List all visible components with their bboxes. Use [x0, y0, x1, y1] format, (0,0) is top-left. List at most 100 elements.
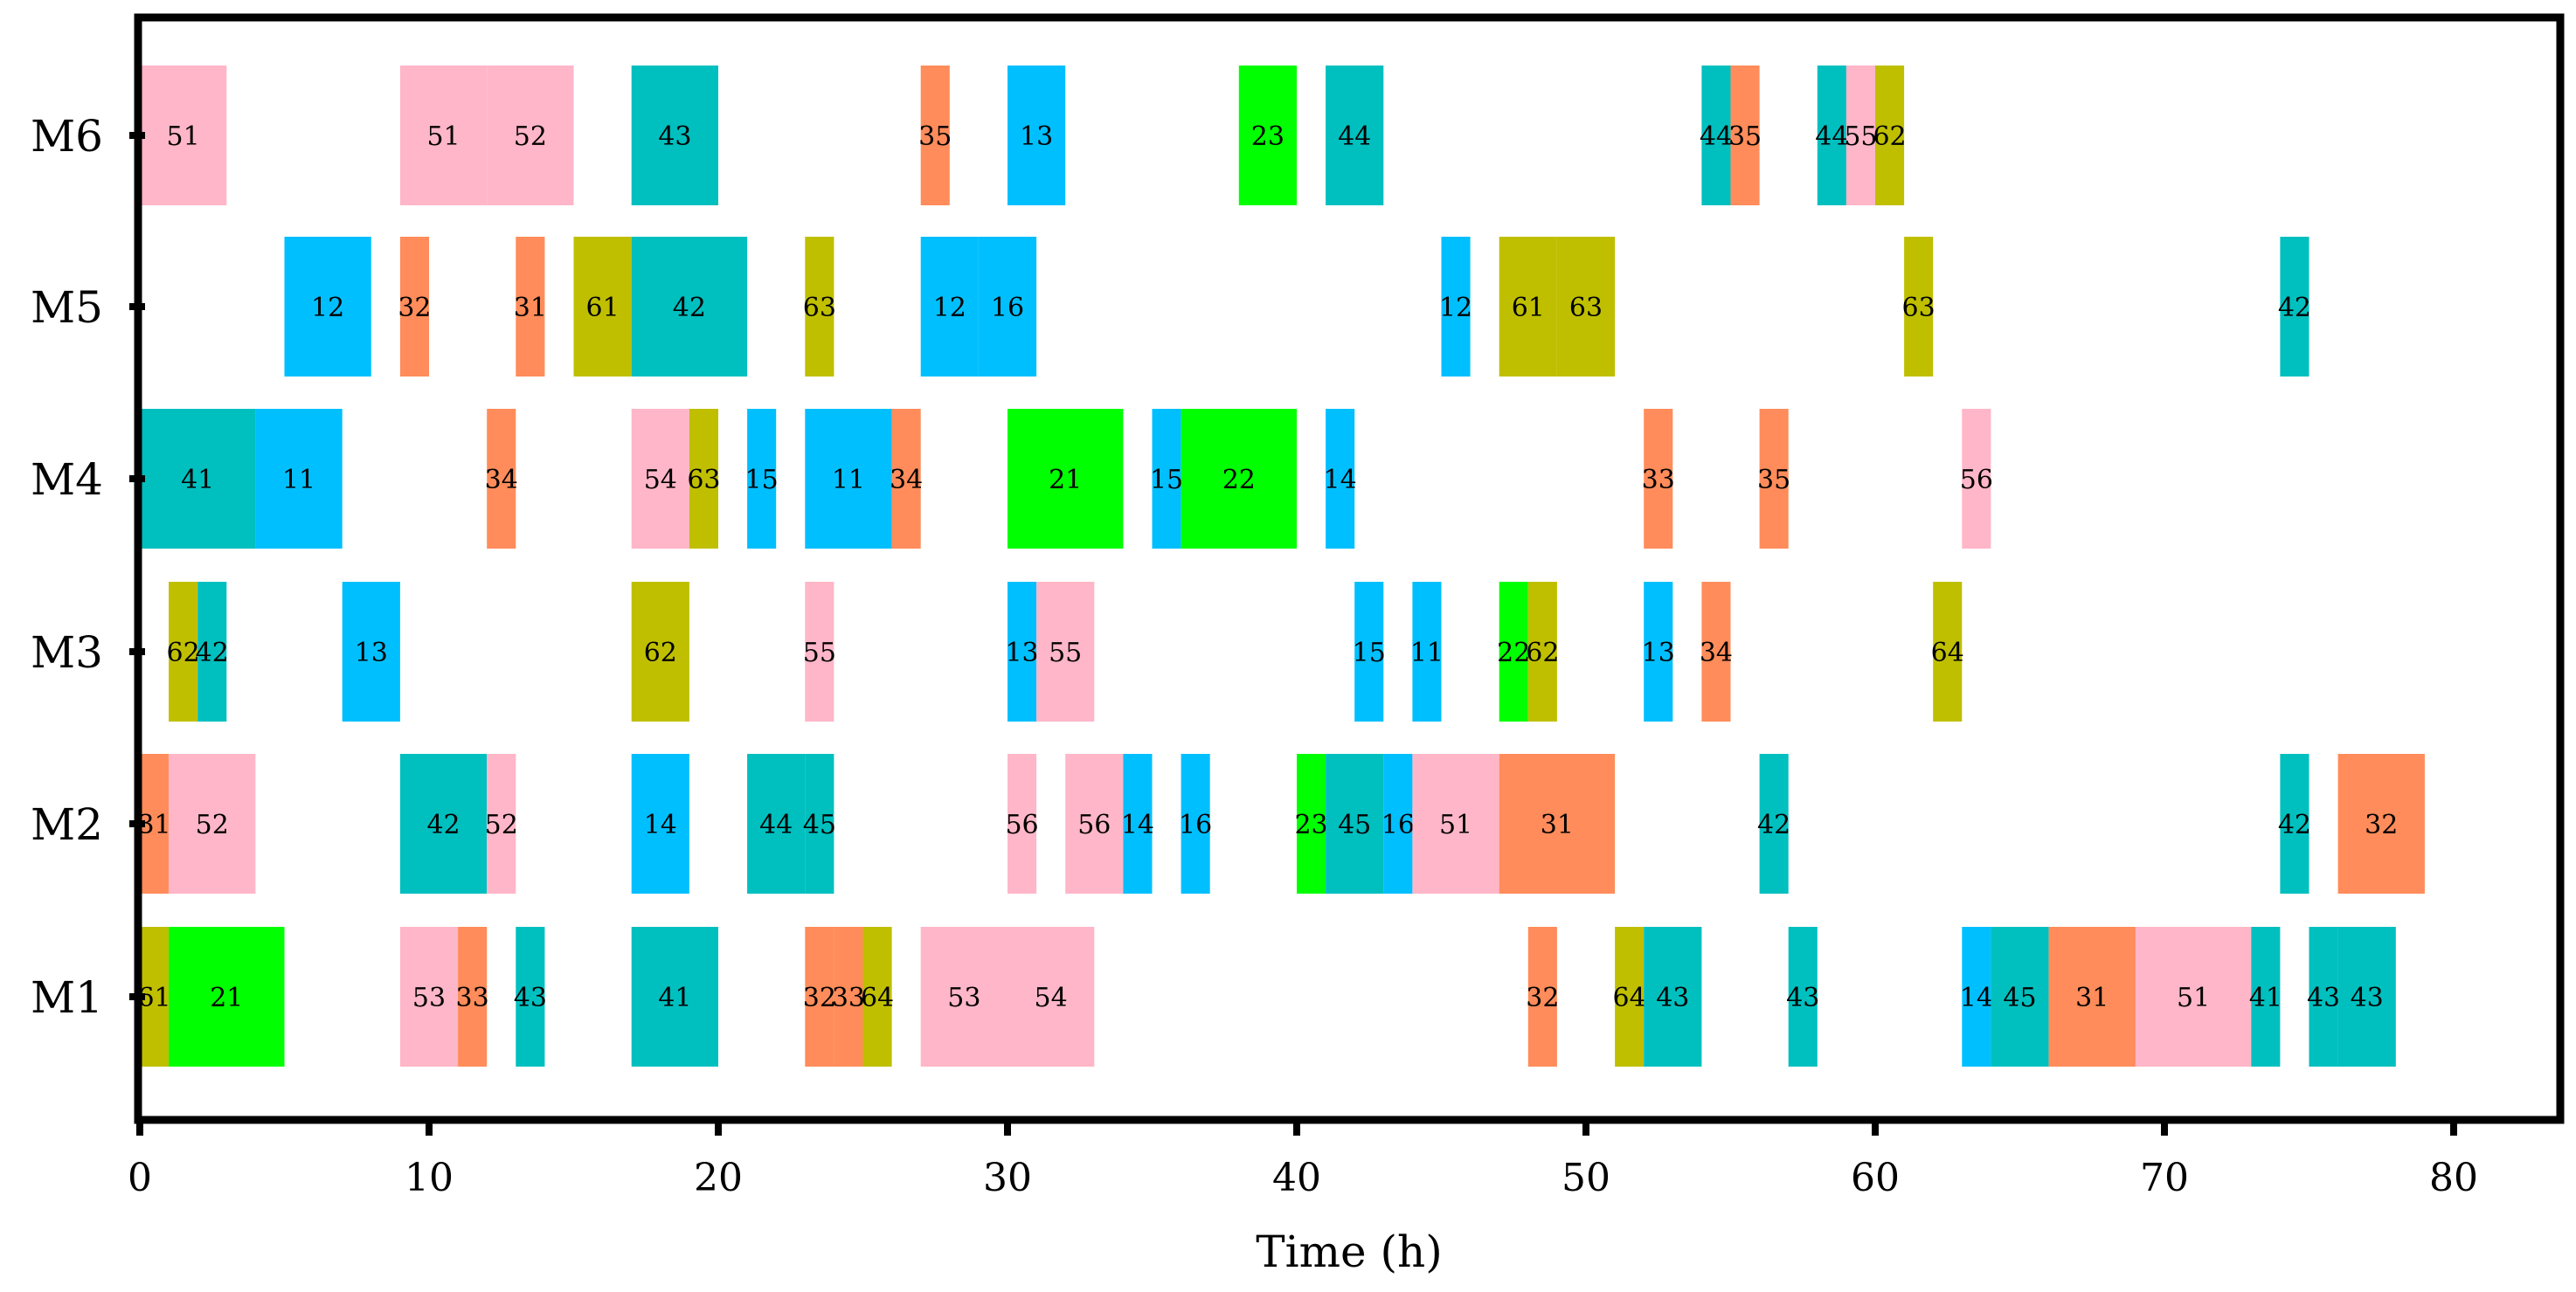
- operation-label-m4-35: 35: [1757, 465, 1790, 495]
- operation-bar-m2-45: [1326, 754, 1384, 894]
- operation-bar-m6-51: [399, 66, 488, 205]
- operation-bar-m3-55: [1036, 582, 1095, 722]
- operation-label-m3-13: 13: [1642, 638, 1675, 668]
- operation-label-m1-43: 43: [514, 983, 547, 1013]
- operation-label-m2-44: 44: [759, 810, 793, 840]
- operation-bar-m4-11: [805, 409, 892, 549]
- operation-bar-m2-14: [631, 754, 689, 894]
- machine-label-m5: M5: [31, 282, 103, 333]
- operation-bar-m1-53: [920, 927, 1008, 1067]
- operation-label-m2-23: 23: [1294, 810, 1327, 840]
- operation-bar-m4-15: [747, 409, 777, 549]
- operation-bar-m3-34: [1701, 582, 1731, 722]
- operation-bar-m5-61: [1499, 237, 1557, 377]
- x-axis: 0 10 20 30 40 50 60 70 80: [128, 1120, 2478, 1200]
- operation-label-m1-64: 64: [861, 983, 894, 1013]
- operation-bar-m5-32: [399, 237, 429, 377]
- operation-label-m2-42: 42: [1757, 810, 1790, 840]
- operation-bar-m1-51: [2135, 927, 2252, 1067]
- operation-label-m1-43: 43: [1786, 983, 1819, 1013]
- machine-label-m3: M3: [31, 627, 103, 678]
- operation-bar-m1-33: [834, 927, 863, 1067]
- operation-label-m1-31: 31: [2075, 983, 2109, 1013]
- operation-label-m1-33: 33: [832, 983, 865, 1013]
- operation-label-m1-41: 41: [658, 983, 691, 1013]
- y-axis: M1 M2 M3 M4 M5 M6: [31, 111, 145, 1023]
- operation-label-m4-56: 56: [1960, 465, 1993, 495]
- operation-label-m4-11: 11: [282, 465, 315, 495]
- operation-label-m5-61: 61: [1512, 293, 1545, 323]
- operation-label-m3-13: 13: [1005, 638, 1038, 668]
- operation-label-m6-35: 35: [918, 121, 952, 152]
- operation-label-m1-43: 43: [2307, 983, 2340, 1013]
- operation-bar-m4-63: [689, 409, 718, 549]
- operation-bar-m2-42: [2280, 754, 2309, 894]
- operation-label-m4-63: 63: [687, 465, 720, 495]
- operation-label-m3-42: 42: [196, 638, 229, 668]
- operation-label-m5-61: 61: [586, 293, 620, 323]
- operation-label-m4-41: 41: [181, 465, 214, 495]
- operation-bar-m4-33: [1644, 409, 1673, 549]
- machine-label-m1: M1: [31, 972, 103, 1023]
- operation-label-m2-42: 42: [426, 810, 460, 840]
- operation-label-m6-44: 44: [1815, 121, 1848, 152]
- operation-bar-m6-52: [487, 66, 574, 205]
- operation-label-m4-33: 33: [1642, 465, 1675, 495]
- operation-bar-m6-35: [1730, 66, 1760, 205]
- operation-bar-m5-31: [516, 237, 545, 377]
- operation-bar-m1-14: [1962, 927, 1991, 1067]
- operation-bar-m4-15: [1152, 409, 1181, 549]
- operation-label-m4-54: 54: [644, 465, 677, 495]
- operation-bar-m2-14: [1123, 754, 1153, 894]
- operation-label-m1-33: 33: [456, 983, 489, 1013]
- operation-bar-m6-55: [1845, 66, 1875, 205]
- operation-label-m6-43: 43: [658, 121, 691, 152]
- operation-bar-m6-44: [1701, 66, 1731, 205]
- x-tick-label-50: 50: [1562, 1156, 1610, 1200]
- operation-bar-m1-43: [2337, 927, 2396, 1067]
- operation-label-m6-44: 44: [1700, 121, 1733, 152]
- operation-bar-m1-43: [1644, 927, 1702, 1067]
- operation-bar-m4-14: [1326, 409, 1355, 549]
- operation-bar-m5-63: [1556, 237, 1616, 377]
- operation-bar-m1-54: [1008, 927, 1095, 1067]
- operation-label-m2-31: 31: [1541, 810, 1574, 840]
- x-tick-label-30: 30: [983, 1156, 1032, 1200]
- operation-bar-m3-15: [1354, 582, 1384, 722]
- operation-bar-m6-23: [1238, 66, 1297, 205]
- operation-bar-m3-13: [1008, 582, 1037, 722]
- operation-bar-m4-54: [631, 409, 689, 549]
- operation-label-m2-42: 42: [2278, 810, 2311, 840]
- operation-label-m1-51: 51: [2177, 983, 2210, 1013]
- operation-bar-m4-41: [140, 409, 256, 549]
- operation-bar-m6-44: [1817, 66, 1846, 205]
- operation-bar-m1-43: [2309, 927, 2338, 1067]
- operation-bar-m1-64: [862, 927, 892, 1067]
- operation-label-m3-11: 11: [1410, 638, 1444, 668]
- operation-label-m4-34: 34: [890, 465, 923, 495]
- operation-bar-m2-45: [805, 754, 834, 894]
- operation-label-m6-23: 23: [1251, 121, 1285, 152]
- operation-label-m3-22: 22: [1497, 638, 1530, 668]
- operation-bar-m2-42: [399, 754, 488, 894]
- operation-label-m2-52: 52: [485, 810, 518, 840]
- x-tick-label-20: 20: [694, 1156, 743, 1200]
- operation-label-m2-16: 16: [1179, 810, 1212, 840]
- operation-label-m4-34: 34: [485, 465, 518, 495]
- operation-bar-m1-53: [399, 927, 459, 1067]
- operation-label-m2-14: 14: [1121, 810, 1154, 840]
- operation-bar-m2-56: [1008, 754, 1037, 894]
- operation-label-m5-31: 31: [514, 293, 547, 323]
- operation-bar-m1-32: [1527, 927, 1557, 1067]
- operation-bar-m2-16: [1383, 754, 1413, 894]
- operation-label-m6-55: 55: [1844, 121, 1877, 152]
- machine-label-m6: M6: [31, 111, 103, 162]
- operation-bar-m5-12: [920, 237, 979, 377]
- operation-label-m5-42: 42: [673, 293, 706, 323]
- plot-frame: [134, 13, 2565, 1124]
- operation-label-m1-32: 32: [1526, 983, 1559, 1013]
- operation-bar-m3-13: [342, 582, 400, 722]
- operation-label-m3-34: 34: [1700, 638, 1733, 668]
